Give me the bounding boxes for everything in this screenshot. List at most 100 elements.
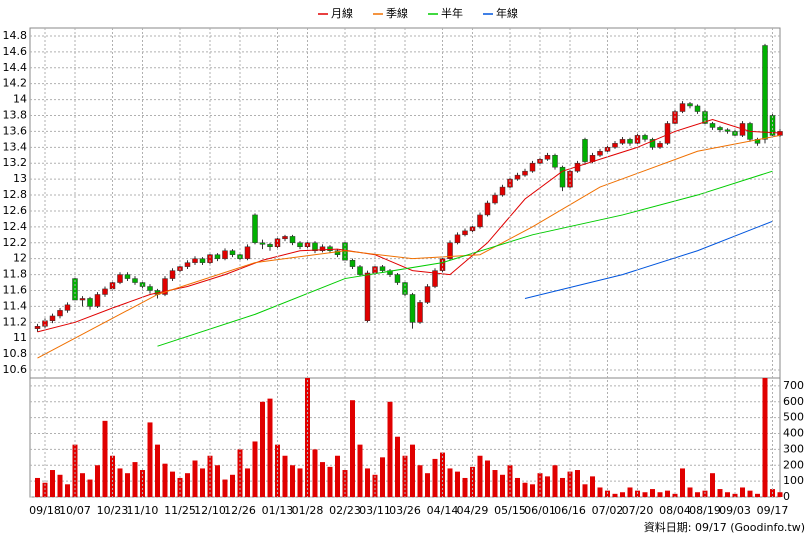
volume-bar [747,490,753,497]
volume-bar [597,487,603,497]
x-tick-label: 08/19 [689,504,721,517]
volume-bar [102,420,108,497]
volume-bar [710,473,715,497]
volume-bar [87,479,93,497]
candle-body [34,326,41,329]
volume-bar [530,484,535,497]
candle-body [394,274,401,283]
volume-bar [395,436,400,497]
candle-body [267,244,273,247]
volume-bar [192,460,198,497]
y-tick-label: 12.6 [3,204,28,217]
volume-bar [522,482,528,497]
x-tick-label: 06/16 [554,504,586,517]
candle-body [327,246,333,251]
candle-body [357,266,363,275]
x-tick-label: 06/01 [524,504,556,517]
x-tick-label: 01/13 [262,504,294,517]
volume-bar [162,463,168,497]
volume-bar [740,487,745,497]
candle-body [334,250,341,255]
volume-bar [455,471,460,497]
volume-bar [222,479,228,497]
volume-bar [215,465,220,497]
volume-bar [627,487,633,497]
volume-bar [732,493,738,497]
volume-bar [57,474,63,497]
volume-bar [755,493,760,497]
volume-bar [365,468,370,497]
volume-bar [582,484,588,497]
candle-body [207,254,213,263]
y2-tick-label: 300 [783,442,804,455]
y-tick-label: 13.8 [3,109,28,122]
candle-body [724,129,731,132]
volume-bar [515,477,520,497]
volume-bar [245,468,250,497]
volume-bar [65,484,70,497]
y2-tick-label: 100 [783,474,804,487]
volume-bar [695,492,700,497]
volume-bar [665,490,670,497]
volume-bar [350,400,355,497]
y-tick-label: 14.8 [3,29,28,42]
candle-body [102,288,108,295]
y2-tick-label: 0 [783,490,790,503]
candle-body [282,236,288,240]
volume-bar [185,473,190,497]
y2-tick-label: 500 [783,411,804,424]
y-tick-label: 11.6 [3,284,28,297]
volume-bar [35,477,40,497]
volume-bar [545,476,550,497]
candle-body [544,155,551,160]
volume-bar [335,455,340,497]
volume-bar [560,477,565,497]
volume-bar [725,492,730,497]
volume-bar [620,492,625,497]
candle-body [417,302,423,323]
volume-bar [687,487,693,497]
volume-bar [425,473,430,497]
candle-body [244,246,251,259]
volume-bar [492,470,498,497]
volume-bar [657,492,663,497]
volume-bar [200,468,205,497]
candle-body [349,260,356,267]
legend-label: 年線 [496,6,518,20]
candle-body [529,162,536,172]
candle-body [507,178,513,188]
x-tick-label: 07/20 [622,504,654,517]
candle-body [492,194,498,204]
candle-body [717,127,723,131]
x-tick-label: 04/14 [427,504,459,517]
volume-bar [267,398,273,497]
candle-body [229,250,236,255]
volume-bar [170,471,175,497]
y-tick-label: 12 [13,252,27,265]
volume-bar [80,473,85,497]
candle-body [597,151,603,156]
volume-bar [612,493,618,497]
candle-body [424,286,431,303]
candle-body [124,274,131,279]
volume-bar [777,492,783,497]
candle-body [582,139,588,162]
volume-bar [380,457,385,497]
y-tick-label: 10.8 [3,347,28,360]
volume-bar [410,444,415,497]
volume-bar [125,473,130,497]
candle-body [612,143,618,148]
volume-bar [132,462,138,497]
x-tick-label: 09/17 [757,504,789,517]
candle-body [709,123,716,128]
y-tick-label: 13.6 [3,124,28,137]
x-tick-label: 05/15 [494,504,526,517]
volume-bar [717,489,723,497]
volume-bar [50,470,55,497]
candle-body [184,262,191,267]
y-tick-label: 11.4 [3,299,28,312]
volume-bar [312,449,318,497]
y-tick-label: 11 [13,331,27,344]
candle-body [252,214,258,244]
volume-bar [672,493,678,497]
